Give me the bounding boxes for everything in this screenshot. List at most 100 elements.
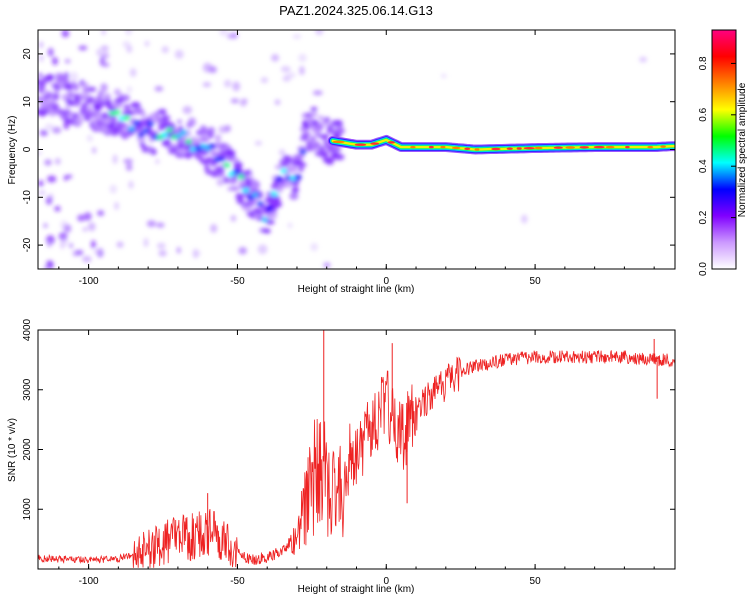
spectrogram-cell xyxy=(100,45,109,51)
spectrogram-cell xyxy=(177,119,183,124)
colorbar-tick-label: 0.8 xyxy=(698,56,709,70)
colorbar-axes: 0.0 0.2 0.4 0.6 0.8 xyxy=(698,29,737,276)
spectrogram-cell xyxy=(216,178,224,186)
spectrogram-cell xyxy=(87,105,93,113)
spectrogram-cell xyxy=(185,154,192,159)
spectrogram-cell xyxy=(268,214,278,219)
spectrogram-cell xyxy=(46,241,52,248)
figure-title: PAZ1.2024.325.06.14.G13 xyxy=(279,3,433,18)
spectrogram-cell xyxy=(208,66,217,74)
spectrogram-cell xyxy=(75,249,84,256)
spectrogram-cell xyxy=(291,166,299,172)
spectrogram-cell xyxy=(64,104,70,110)
spectrogram-peak xyxy=(491,147,501,151)
spectrogram-cell xyxy=(238,246,248,255)
spectrogram-cell xyxy=(63,175,69,181)
spectrogram-peak xyxy=(387,141,396,144)
spectrogram-peak xyxy=(451,146,461,150)
spectrogram-cells xyxy=(38,30,648,269)
spectrogram-cell xyxy=(79,82,90,88)
spectrogram-cell xyxy=(77,214,86,222)
spectrogram-xtick-label: -50 xyxy=(230,276,245,287)
spectrogram-cell xyxy=(91,146,97,154)
colorbar: 0.0 0.2 0.4 0.6 0.8 Normalized spectral ampl… xyxy=(698,29,748,276)
colorbar-tick-label: 0.2 xyxy=(698,210,709,224)
spectrogram-cell xyxy=(91,126,102,133)
spectrogram-cell xyxy=(245,169,252,176)
spectrogram-cell xyxy=(123,104,131,110)
spectrogram-cell xyxy=(282,181,292,188)
spectrogram-cell xyxy=(127,126,135,132)
spectrogram-cell xyxy=(130,101,141,109)
spectrogram-cell xyxy=(214,134,222,142)
spectrogram-cell xyxy=(121,94,130,102)
spectrogram-cell xyxy=(273,200,283,208)
spectrogram-cell xyxy=(283,155,293,160)
spectrogram-cell xyxy=(60,240,65,250)
spectrogram-cell xyxy=(147,121,155,127)
spectrogram-cell xyxy=(45,196,53,205)
spectrogram-ytick-label: -20 xyxy=(22,237,33,252)
spectrogram-cell xyxy=(126,86,133,93)
spectrogram-cell xyxy=(266,206,274,212)
spectrogram-cell xyxy=(82,255,92,263)
spectrogram-cell xyxy=(298,166,304,172)
spectrogram-cell xyxy=(86,134,94,142)
spectrogram-cell xyxy=(123,158,134,164)
spectrogram-cell xyxy=(51,126,62,134)
spectrogram-cell xyxy=(256,201,264,207)
spectrogram-cell xyxy=(137,136,146,143)
spectrogram-cell xyxy=(271,209,278,214)
spectrogram-cell xyxy=(230,98,240,104)
spectrogram-cell xyxy=(123,115,131,121)
spectrogram-cell xyxy=(63,121,70,130)
spectrogram-cell xyxy=(126,45,133,54)
spectrogram-cell xyxy=(125,109,136,116)
spectrogram-cell xyxy=(143,237,149,248)
spectrogram-cell xyxy=(53,92,60,101)
snr-xtick-label: -100 xyxy=(79,576,99,587)
spectrogram-cell xyxy=(160,108,167,116)
spectrogram-cell xyxy=(230,214,237,222)
spectrogram-cell xyxy=(264,228,271,234)
snr-ytick-label: 3000 xyxy=(22,378,33,401)
spectrogram-cell xyxy=(54,88,60,95)
spectrogram-cell xyxy=(310,106,318,112)
spectrogram-cell xyxy=(174,49,184,59)
spectrogram-cell xyxy=(115,103,123,108)
spectrogram-cell xyxy=(54,205,61,212)
spectrogram-peak xyxy=(332,140,345,144)
spectrogram-peak xyxy=(370,142,380,145)
spectrogram-cell xyxy=(90,240,96,249)
spectrogram-cell xyxy=(45,74,55,81)
spectrogram-cell xyxy=(146,220,157,228)
spectrogram-peak xyxy=(565,146,575,149)
spectrogram-cell xyxy=(38,150,43,156)
spectrogram-cell xyxy=(39,41,44,49)
spectrogram-cell xyxy=(282,75,291,82)
spectrogram-cell xyxy=(223,79,232,88)
spectrogram-cell xyxy=(298,53,307,63)
spectrogram-cell xyxy=(83,212,92,221)
spectrogram-cell xyxy=(210,224,218,233)
spectrogram-cell xyxy=(161,46,169,54)
spectrogram-cell xyxy=(237,174,245,180)
spectrogram-cell xyxy=(101,30,106,35)
spectrogram-cell xyxy=(292,179,300,186)
snr-ytick-label: 2000 xyxy=(22,438,33,461)
spectrogram-xtick-label: 0 xyxy=(383,276,389,287)
spectrogram-cell xyxy=(232,81,241,92)
spectrogram-cell xyxy=(302,131,311,137)
snr-xtick-label: -50 xyxy=(230,576,245,587)
spectrogram-cell xyxy=(224,145,232,151)
spectrogram-cell xyxy=(299,65,305,76)
spectrogram-cell xyxy=(180,130,188,136)
spectrogram-cell xyxy=(287,222,293,229)
spectrogram-cell xyxy=(276,187,283,193)
spectrogram-cell xyxy=(110,115,117,121)
spectrogram-cell xyxy=(294,174,302,180)
spectrogram-cell xyxy=(81,102,88,110)
spectrogram-cell xyxy=(233,161,243,169)
